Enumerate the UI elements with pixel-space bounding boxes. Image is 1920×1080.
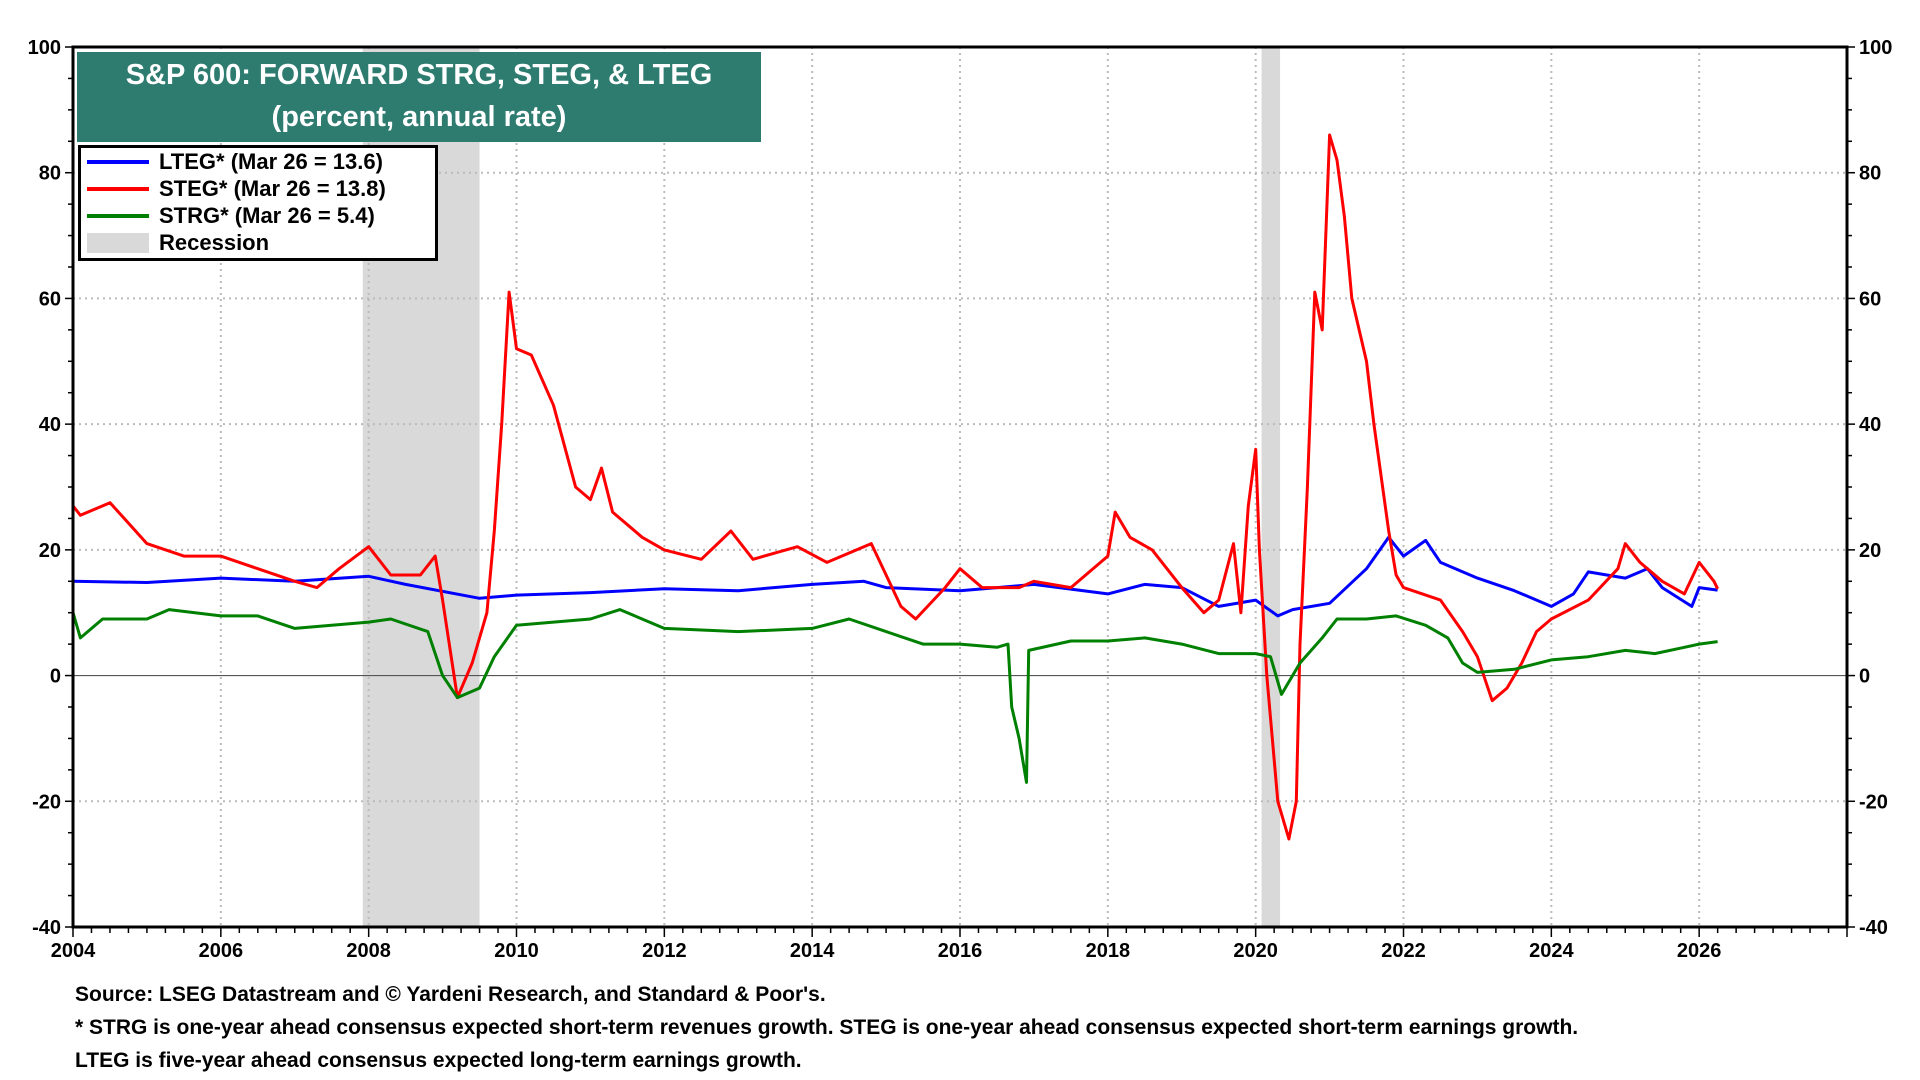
y-tick-label-right: 80 <box>1859 163 1881 185</box>
x-tick-label: 2008 <box>346 940 391 962</box>
legend-swatch <box>87 159 149 164</box>
x-tick-label: 2020 <box>1233 940 1278 962</box>
chart-subtitle: (percent, annual rate) <box>271 101 567 133</box>
legend-item-strg: STRG* (Mar 26 = 5.4) <box>81 202 435 229</box>
legend-label: Recession <box>159 229 270 255</box>
legend-item-steg: STEG* (Mar 26 = 13.8) <box>81 175 435 202</box>
plot-frame <box>71 45 1849 929</box>
legend: LTEG* (Mar 26 = 13.6) STEG* (Mar 26 = 13… <box>78 145 438 261</box>
x-tick-label: 2006 <box>199 940 244 962</box>
x-tick-label: 2022 <box>1381 940 1426 962</box>
footnote-2: LTEG is five-year ahead consensus expect… <box>75 1049 802 1072</box>
y-tick-label-left: 0 <box>50 666 61 688</box>
legend-swatch <box>87 186 149 191</box>
x-tick-label: 2010 <box>494 940 539 962</box>
y-tick-label-left: 40 <box>39 414 61 436</box>
legend-swatch <box>87 213 149 218</box>
legend-label: LTEG* (Mar 26 = 13.6) <box>159 148 383 174</box>
y-tick-label-right: 0 <box>1859 666 1870 688</box>
y-tick-label-right: -20 <box>1859 791 1888 813</box>
footnotes: Source: LSEG Datastream and © Yardeni Re… <box>75 978 1578 1077</box>
y-tick-label-right: -40 <box>1859 917 1888 939</box>
y-tick-label-right: 40 <box>1859 414 1881 436</box>
y-tick-label-left: 80 <box>39 163 61 185</box>
y-tick-label-left: 100 <box>28 37 61 59</box>
x-tick-label: 2012 <box>642 940 687 962</box>
y-tick-label-left: -20 <box>32 791 61 813</box>
x-tick-label: 2018 <box>1086 940 1131 962</box>
legend-label: STRG* (Mar 26 = 5.4) <box>159 202 375 228</box>
x-tick-label: 2026 <box>1677 940 1722 962</box>
legend-item-lteg: LTEG* (Mar 26 = 13.6) <box>81 148 435 175</box>
recession-band <box>1261 47 1281 927</box>
y-tick-label-left: 60 <box>39 288 61 310</box>
y-tick-label-right: 100 <box>1859 37 1892 59</box>
legend-item-recession: Recession <box>81 229 435 256</box>
source-note: Source: LSEG Datastream and © Yardeni Re… <box>75 983 826 1006</box>
chart-title: S&P 600: FORWARD STRG, STEG, & LTEG <box>125 59 713 91</box>
y-tick-label-left: -40 <box>32 917 61 939</box>
legend-swatch <box>87 232 149 253</box>
x-tick-label: 2004 <box>51 940 96 962</box>
x-tick-label: 2014 <box>790 940 835 962</box>
y-tick-label-right: 20 <box>1859 540 1881 562</box>
y-tick-label-left: 20 <box>39 540 61 562</box>
x-tick-label: 2016 <box>938 940 983 962</box>
y-tick-label-right: 60 <box>1859 288 1881 310</box>
series-line-steg <box>71 133 1719 841</box>
chart-title-box: S&P 600: FORWARD STRG, STEG, & LTEG (per… <box>77 52 761 142</box>
x-tick-label: 2024 <box>1529 940 1574 962</box>
series-line-strg <box>71 608 1718 784</box>
legend-label: STEG* (Mar 26 = 13.8) <box>159 175 386 201</box>
series-line-lteg <box>72 535 1718 618</box>
footnote-1: * STRG is one-year ahead consensus expec… <box>75 1016 1579 1039</box>
